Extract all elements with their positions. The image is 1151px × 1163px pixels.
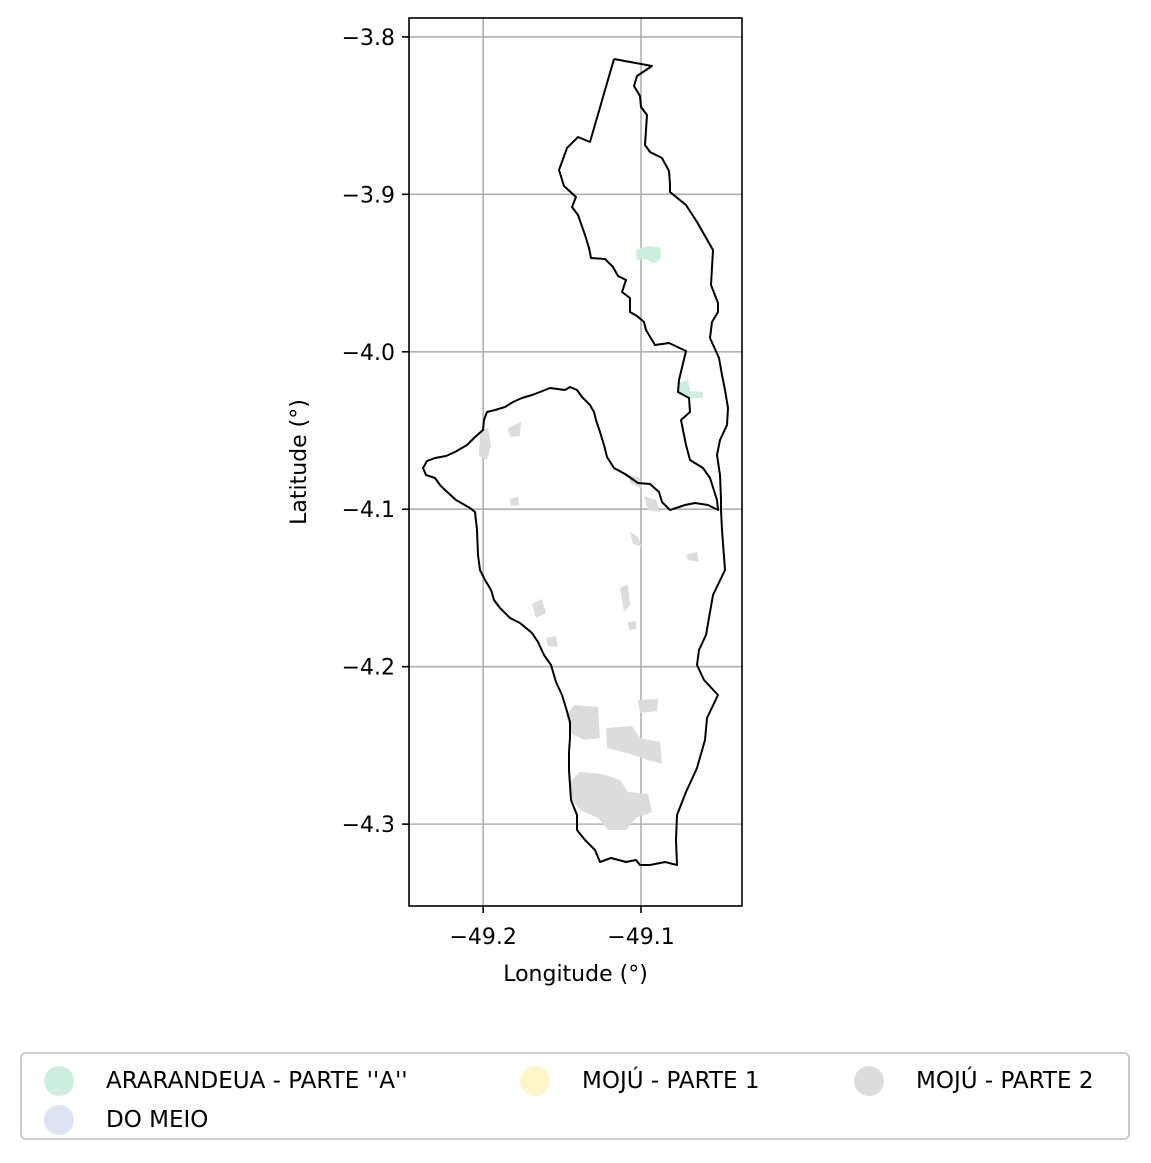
moju-patch: [606, 726, 662, 764]
moju-patch: [532, 599, 546, 618]
y-tick-label: −4.0: [342, 341, 395, 366]
basin-outlines: [423, 59, 728, 865]
x-axis-label: Longitude (°): [503, 962, 648, 987]
legend-swatch: [44, 1105, 74, 1135]
y-tick-label: −4.2: [342, 656, 395, 681]
moju-patch: [510, 497, 519, 506]
x-tick-label: −49.1: [607, 925, 674, 950]
moju-parte-2-patches: [479, 422, 699, 830]
moju-patch: [566, 705, 600, 740]
moju-patch: [638, 699, 658, 713]
moju-patch: [628, 621, 636, 630]
legend-swatch: [520, 1066, 550, 1096]
ararandeua-patch: [677, 380, 703, 398]
legend-label: DO MEIO: [106, 1107, 208, 1133]
ararandeua-patch: [636, 246, 661, 264]
y-tick-label: −3.9: [342, 183, 395, 208]
y-tick-label: −4.1: [342, 498, 395, 523]
legend-label: MOJÚ - PARTE 2: [916, 1068, 1093, 1094]
legend-label: ARARANDEUA - PARTE ''A'': [106, 1068, 408, 1094]
legend-item-do-meio: DO MEIO: [44, 1105, 208, 1135]
moju-patch: [620, 585, 630, 612]
ararandeua-patches: [636, 246, 703, 398]
moju-patch: [546, 636, 558, 647]
legend-item-ararandeua: ARARANDEUA - PARTE ''A'': [44, 1066, 408, 1096]
y-axis-label: Latitude (°): [287, 399, 312, 525]
moju-patch: [686, 552, 699, 562]
x-tick-label: −49.2: [449, 925, 516, 950]
legend-label: MOJÚ - PARTE 1: [582, 1068, 759, 1094]
legend: ARARANDEUA - PARTE ''A'' MOJÚ - PARTE 1 …: [20, 1052, 1130, 1140]
moju-patch: [508, 422, 521, 437]
legend-swatch: [854, 1066, 884, 1096]
legend-swatch: [44, 1066, 74, 1096]
northern-strip-outline: [423, 59, 718, 510]
moju-patch: [570, 772, 652, 830]
map-figure: −49.2 −49.1 −3.8 −3.9 −4.0 −4.1 −4.2 −4.3 Longi…: [0, 0, 1151, 1000]
y-tick-label: −4.3: [342, 813, 395, 838]
legend-item-moju-parte-1: MOJÚ - PARTE 1: [520, 1066, 759, 1096]
northern-basin-outline: [470, 59, 728, 865]
y-tick-label: −3.8: [342, 26, 395, 51]
legend-item-moju-parte-2: MOJÚ - PARTE 2: [854, 1066, 1093, 1096]
